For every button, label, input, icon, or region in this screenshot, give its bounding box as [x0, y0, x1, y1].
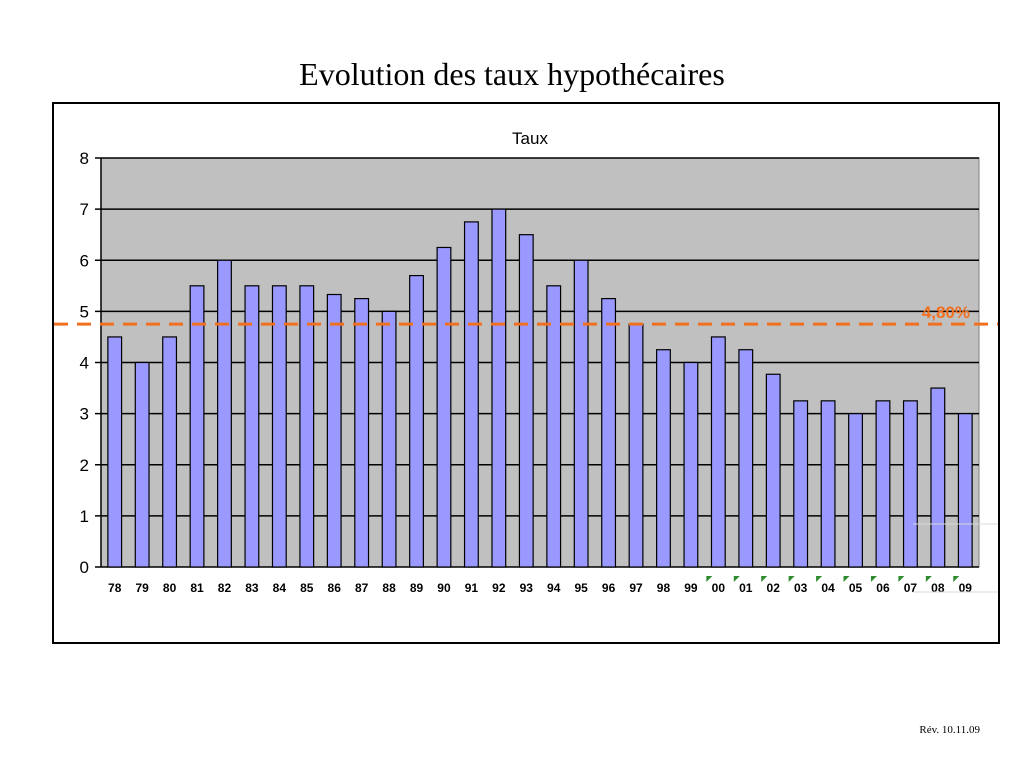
x-tick-label: 03	[794, 581, 808, 595]
bar-86	[326, 293, 342, 568]
x-tick-label: 05	[849, 581, 863, 595]
bar-92	[491, 208, 507, 568]
bar-05	[848, 413, 863, 568]
x-tick-label: 00	[712, 581, 726, 595]
cell-marker	[925, 576, 932, 582]
cell-marker	[898, 576, 905, 582]
bar-03	[793, 400, 809, 568]
chart-title: Taux	[512, 129, 548, 148]
x-tick-label: 87	[355, 581, 369, 595]
x-tick-label: 78	[108, 581, 122, 595]
reference-line-label: 4,80%	[922, 303, 970, 322]
bar-78	[107, 336, 123, 568]
y-tick-label: 1	[80, 507, 89, 526]
bar-07	[902, 400, 918, 568]
y-tick-label: 0	[80, 558, 89, 577]
x-tick-label: 96	[602, 581, 616, 595]
x-tick-label: 02	[767, 581, 781, 595]
x-tick-label: 94	[547, 581, 561, 595]
bar-98	[656, 349, 671, 568]
bar-84	[271, 285, 287, 568]
y-tick-label: 8	[80, 149, 89, 168]
x-tick-label: 06	[876, 581, 890, 595]
bar-95	[573, 259, 589, 568]
bar-91	[463, 221, 479, 568]
x-tick-label: 79	[135, 581, 149, 595]
bar-99	[683, 361, 699, 568]
cell-marker	[953, 576, 960, 582]
cell-marker	[788, 576, 795, 582]
x-tick-label: 97	[629, 581, 643, 595]
bar-90	[436, 246, 452, 568]
x-tick-label: 93	[520, 581, 534, 595]
y-tick-label: 4	[80, 354, 89, 373]
x-tick-label: 81	[190, 581, 204, 595]
x-tick-label: 90	[437, 581, 451, 595]
revision-date: Rév. 10.11.09	[919, 724, 980, 736]
bar-94	[546, 285, 562, 568]
bar-88	[381, 310, 397, 568]
x-tick-label: 86	[328, 581, 342, 595]
x-tick-label: 95	[574, 581, 588, 595]
bar-93	[518, 234, 534, 568]
x-tick-label: 07	[904, 581, 918, 595]
x-tick-label: 89	[410, 581, 424, 595]
bar-82	[217, 259, 232, 568]
cell-marker	[870, 576, 877, 582]
x-tick-label: 83	[245, 581, 259, 595]
bar-80	[162, 336, 178, 568]
bar-83	[244, 285, 260, 568]
bar-01	[738, 349, 754, 568]
x-tick-label: 08	[931, 581, 945, 595]
y-tick-label: 6	[80, 251, 89, 270]
cell-marker	[706, 576, 713, 582]
x-tick-label: 09	[959, 581, 973, 595]
x-tick-label: 82	[218, 581, 232, 595]
bar-08	[930, 387, 946, 568]
bar-06	[875, 400, 891, 568]
bar-85	[299, 285, 315, 568]
y-tick-label: 3	[80, 405, 89, 424]
x-tick-label: 04	[821, 581, 835, 595]
x-tick-label: 84	[273, 581, 287, 595]
bar-81	[189, 285, 205, 568]
slide-title: Evolution des taux hypothécaires	[299, 56, 725, 92]
bar-00	[710, 336, 726, 568]
cell-marker	[761, 576, 768, 582]
y-tick-label: 5	[80, 302, 89, 321]
x-tick-label: 99	[684, 581, 698, 595]
bar-97	[628, 323, 644, 568]
x-tick-label: 01	[739, 581, 753, 595]
bar-02	[765, 373, 781, 568]
bar-79	[134, 361, 150, 568]
bar-96	[601, 297, 617, 568]
bar-89	[409, 274, 424, 568]
y-tick-label: 2	[80, 456, 89, 475]
bar-87	[354, 297, 370, 568]
cell-marker	[733, 576, 740, 582]
x-tick-label: 85	[300, 581, 314, 595]
x-tick-label: 92	[492, 581, 506, 595]
y-tick-label: 7	[80, 200, 89, 219]
bar-09	[957, 413, 973, 568]
x-tick-label: 88	[382, 581, 396, 595]
chart-frame: Taux 0 1 2 3 4 5 6 7 8 78 79 80 81 82 83 84 85 86 87 88 89 90…	[52, 102, 1000, 644]
cell-marker	[843, 576, 850, 582]
x-tick-label: 80	[163, 581, 177, 595]
bar-04	[820, 400, 836, 568]
x-tick-label: 91	[465, 581, 479, 595]
cell-marker	[816, 576, 823, 582]
x-tick-label: 98	[657, 581, 671, 595]
